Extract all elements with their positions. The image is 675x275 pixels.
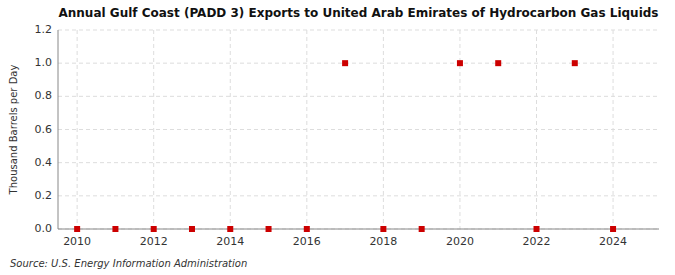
point xyxy=(457,60,463,66)
point xyxy=(380,226,386,232)
chart: 0.0 0.2 0.4 0.6 0.8 1.0 1.2 2010 2012 2014 2016 201… xyxy=(0,0,675,275)
x-tick-label: 2012 xyxy=(140,235,168,248)
x-grid-line xyxy=(230,30,231,229)
point xyxy=(495,60,501,66)
x-tick-label: 2022 xyxy=(523,235,551,248)
point xyxy=(74,226,80,232)
point xyxy=(419,226,425,232)
title: Annual Gulf Coast (PADD 3) Exports to Un… xyxy=(59,6,659,20)
x-grid-line xyxy=(77,30,78,229)
x-tick-label: 2024 xyxy=(599,235,627,248)
y-grid-line xyxy=(58,63,659,64)
point xyxy=(304,226,310,232)
y-tick-label: 0.4 xyxy=(35,156,53,169)
y-grid-line xyxy=(58,30,659,31)
point xyxy=(189,226,195,232)
point xyxy=(151,226,157,232)
y-tick-label: 0.8 xyxy=(35,89,53,102)
point xyxy=(534,226,540,232)
point xyxy=(342,60,348,66)
points xyxy=(74,60,616,232)
source: Source: U.S. Energy Information Administ… xyxy=(10,258,247,269)
y-tick-label: 1.0 xyxy=(35,56,53,69)
y-grid-line xyxy=(58,129,659,130)
x-tick-label: 2018 xyxy=(369,235,397,248)
y-tick-label: 0.0 xyxy=(35,222,53,235)
y-grid-line xyxy=(58,96,659,97)
point xyxy=(112,226,118,232)
point xyxy=(572,60,578,66)
y-grid-line xyxy=(58,195,659,196)
y-axis-line xyxy=(58,30,59,229)
x-grid-line xyxy=(459,30,460,229)
x-grid-line xyxy=(306,30,307,229)
point xyxy=(227,226,233,232)
y-tick-label: 0.6 xyxy=(35,123,53,136)
x-tick-label: 2014 xyxy=(216,235,244,248)
y-axis-label: Thousand Barrels per Day xyxy=(8,65,19,196)
point xyxy=(610,226,616,232)
x-grid-line xyxy=(536,30,537,229)
y-grid-line xyxy=(58,229,659,230)
y-tick-label: 1.2 xyxy=(35,23,53,36)
x-tick-label: 2020 xyxy=(446,235,474,248)
x-grid-line xyxy=(153,30,154,229)
grid xyxy=(58,30,659,229)
x-grid-line xyxy=(613,30,614,229)
x-axis-line xyxy=(58,229,659,230)
x-tick-label: 2010 xyxy=(63,235,91,248)
y-grid-line xyxy=(58,162,659,163)
x-tick-label: 2016 xyxy=(293,235,321,248)
y-tick-label: 0.2 xyxy=(35,189,53,202)
point xyxy=(266,226,272,232)
x-grid-line xyxy=(383,30,384,229)
axes: 0.0 0.2 0.4 0.6 0.8 1.0 1.2 2010 2012 2014 2016 201… xyxy=(35,23,660,248)
